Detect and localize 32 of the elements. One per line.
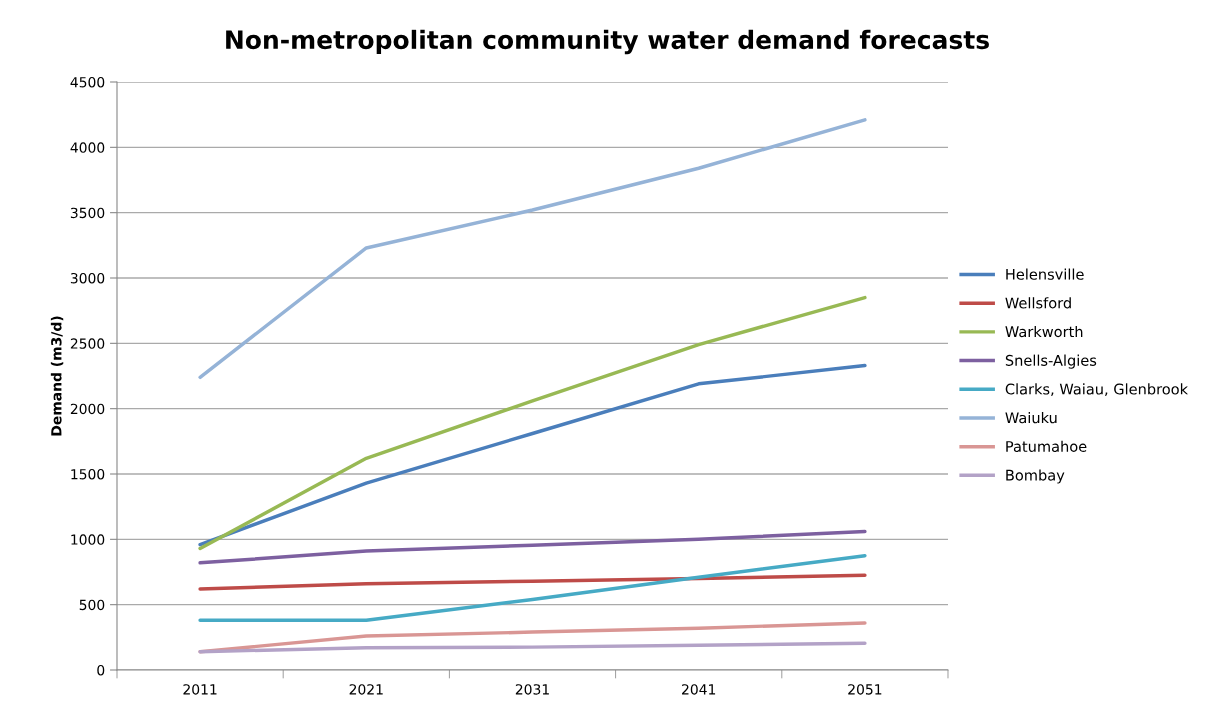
y-tick-label: 500 xyxy=(79,599,105,611)
y-tick-label: 2500 xyxy=(70,338,105,349)
y-tick-label: 1500 xyxy=(71,468,105,480)
legend-label: Helensville xyxy=(1006,268,1084,280)
legend-label: Patumahoe xyxy=(1006,440,1087,452)
legend-label: Warkworth xyxy=(1005,325,1083,338)
y-tick-label: 4500 xyxy=(70,76,105,88)
x-tick-label: 2051 xyxy=(848,684,882,695)
y-axis-title: Demand (m3/d) xyxy=(50,316,64,436)
line-series xyxy=(198,529,867,565)
legend-label: Clarks, Waiau, Glenbrook xyxy=(1005,383,1189,397)
y-tick-label: 1000 xyxy=(71,534,105,545)
chart-title: Non-metropolitan community water demand forecasts xyxy=(226,29,989,55)
y-tick-label: 0 xyxy=(97,664,105,676)
x-tick-label: 2041 xyxy=(682,684,716,695)
legend-label: Bombay xyxy=(1006,469,1065,484)
x-tick-label: 2031 xyxy=(515,684,549,695)
line-series xyxy=(198,118,867,380)
x-tick-label: 2011 xyxy=(183,684,217,695)
legend-label: Snells-Algies xyxy=(1005,354,1097,369)
line-series xyxy=(198,363,867,547)
x-tick-label: 2021 xyxy=(349,684,383,695)
legend-label: Waiuku xyxy=(1005,411,1057,424)
y-tick-label: 3000 xyxy=(70,272,105,284)
line-series xyxy=(198,641,867,654)
y-tick-label: 4000 xyxy=(70,142,105,153)
line-series xyxy=(198,553,867,623)
legend-label: Wellsford xyxy=(1005,297,1071,309)
line-series xyxy=(198,573,867,591)
y-tick-label: 2000 xyxy=(70,403,105,415)
line-series xyxy=(198,295,867,551)
y-tick-label: 3500 xyxy=(70,207,105,219)
